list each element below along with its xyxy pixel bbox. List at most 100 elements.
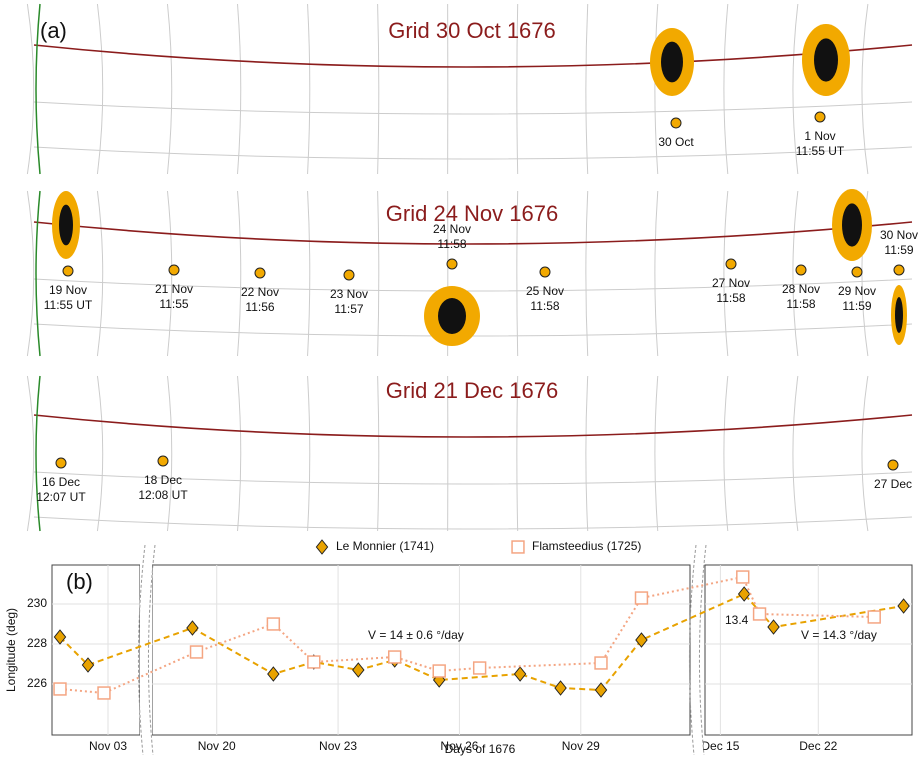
grid-meridian	[166, 375, 173, 532]
legend-marker	[511, 540, 525, 554]
observation-label: 24 Nov	[433, 222, 471, 236]
annotation: V = 14 ± 0.6 °/day	[368, 628, 464, 642]
square-marker	[594, 656, 608, 670]
diamond-marker	[53, 629, 67, 645]
grid-title: Grid 24 Nov 1676	[386, 201, 558, 226]
grid-meridian	[26, 190, 35, 357]
grid-meridian	[307, 375, 311, 532]
observation-label: 29 Nov	[838, 284, 876, 298]
plot-frame	[704, 564, 913, 736]
grid-meridian	[26, 3, 35, 175]
series-line	[59, 592, 904, 692]
axis-break	[137, 544, 146, 756]
grid-meridian	[307, 3, 311, 175]
square-marker	[634, 591, 649, 605]
grid-meridian	[585, 190, 589, 357]
diamond-marker	[186, 620, 199, 636]
observation-label: 23 Nov	[330, 287, 368, 301]
sunspot-umbra	[814, 38, 838, 82]
observation-label: 11:58	[437, 237, 466, 251]
observation-label: 12:08 UT	[138, 488, 188, 502]
observation-label: 11:57	[334, 302, 363, 316]
observation-label: 21 Nov	[155, 282, 193, 296]
square-marker	[97, 686, 111, 700]
observation-label: 11:59	[842, 299, 871, 313]
grid-parallel	[33, 146, 913, 160]
observation-label: 11:55	[159, 297, 188, 311]
observation-dot	[62, 265, 74, 277]
diamond-marker	[81, 657, 95, 673]
grid-meridian	[654, 190, 659, 357]
grid-meridian	[516, 190, 519, 357]
panel-label: (a)	[40, 18, 67, 43]
grid-meridian	[585, 375, 589, 532]
x-tick-label: Dec 22	[799, 739, 837, 753]
observation-dot	[168, 264, 180, 276]
observation-dot	[55, 457, 67, 469]
observation-label: 27 Dec	[874, 477, 912, 491]
observation-label: 27 Nov	[712, 276, 750, 290]
observation-label: 11:56	[245, 300, 274, 314]
grid-meridian	[377, 375, 380, 532]
legend-label: Flamsteedius (1725)	[532, 539, 641, 553]
square-marker	[752, 607, 767, 621]
diamond-marker	[352, 662, 365, 678]
observation-dot	[446, 258, 458, 270]
square-marker	[189, 645, 204, 659]
observation-dot	[343, 269, 355, 281]
grid-meridian	[585, 3, 589, 175]
observation-label: 1 Nov	[804, 129, 835, 143]
grid-meridian	[723, 375, 729, 532]
x-tick-label: Nov 29	[562, 739, 600, 753]
observation-dot	[157, 455, 169, 467]
sunspot-umbra	[59, 204, 73, 246]
x-tick-label: Nov 26	[440, 739, 478, 753]
square-marker	[432, 664, 446, 678]
square-marker	[472, 661, 487, 675]
sunspot-umbra	[661, 41, 683, 83]
grid-meridian	[654, 375, 659, 532]
observation-label: 11:58	[716, 291, 745, 305]
sunspot-umbra	[895, 297, 903, 333]
sunspot-umbra	[438, 298, 466, 334]
grid-meridian	[792, 190, 799, 357]
ecliptic	[33, 221, 913, 245]
grid-meridian	[792, 375, 799, 532]
limb	[35, 3, 41, 175]
observation-dot	[814, 111, 826, 123]
x-axis-label: Days of 1676	[445, 742, 516, 756]
legend-marker	[315, 539, 329, 555]
observation-label: 25 Nov	[526, 284, 564, 298]
observation-label: 30 Nov	[880, 228, 918, 242]
observation-label: 30 Oct	[658, 135, 694, 149]
y-tick-label: 230	[27, 596, 47, 610]
observation-dot	[254, 267, 266, 279]
axis-break	[688, 544, 697, 756]
grid-title: Grid 21 Dec 1676	[386, 378, 558, 403]
grid-meridian	[861, 375, 869, 532]
observation-dot	[795, 264, 807, 276]
grid-meridian	[723, 3, 729, 175]
observation-label: 28 Nov	[782, 282, 820, 296]
observation-label: 11:55 UT	[44, 298, 93, 312]
diamond-marker	[737, 586, 751, 602]
observation-label: 19 Nov	[49, 283, 87, 297]
axis-break	[147, 544, 156, 756]
grid-meridian	[516, 375, 519, 532]
grid-meridian	[723, 190, 729, 357]
observation-label: 11:58	[530, 299, 559, 313]
x-tick-label: Dec 15	[701, 739, 739, 753]
ecliptic	[33, 44, 913, 68]
grid-parallel	[33, 471, 913, 485]
series-line	[59, 575, 875, 695]
grid-meridian	[792, 3, 799, 175]
x-tick-label: Nov 23	[319, 739, 357, 753]
diamond-marker	[267, 666, 280, 682]
grid-meridian	[377, 3, 380, 175]
grid-meridian	[96, 375, 104, 532]
grid-meridian	[516, 3, 519, 175]
observation-dot	[893, 264, 905, 276]
